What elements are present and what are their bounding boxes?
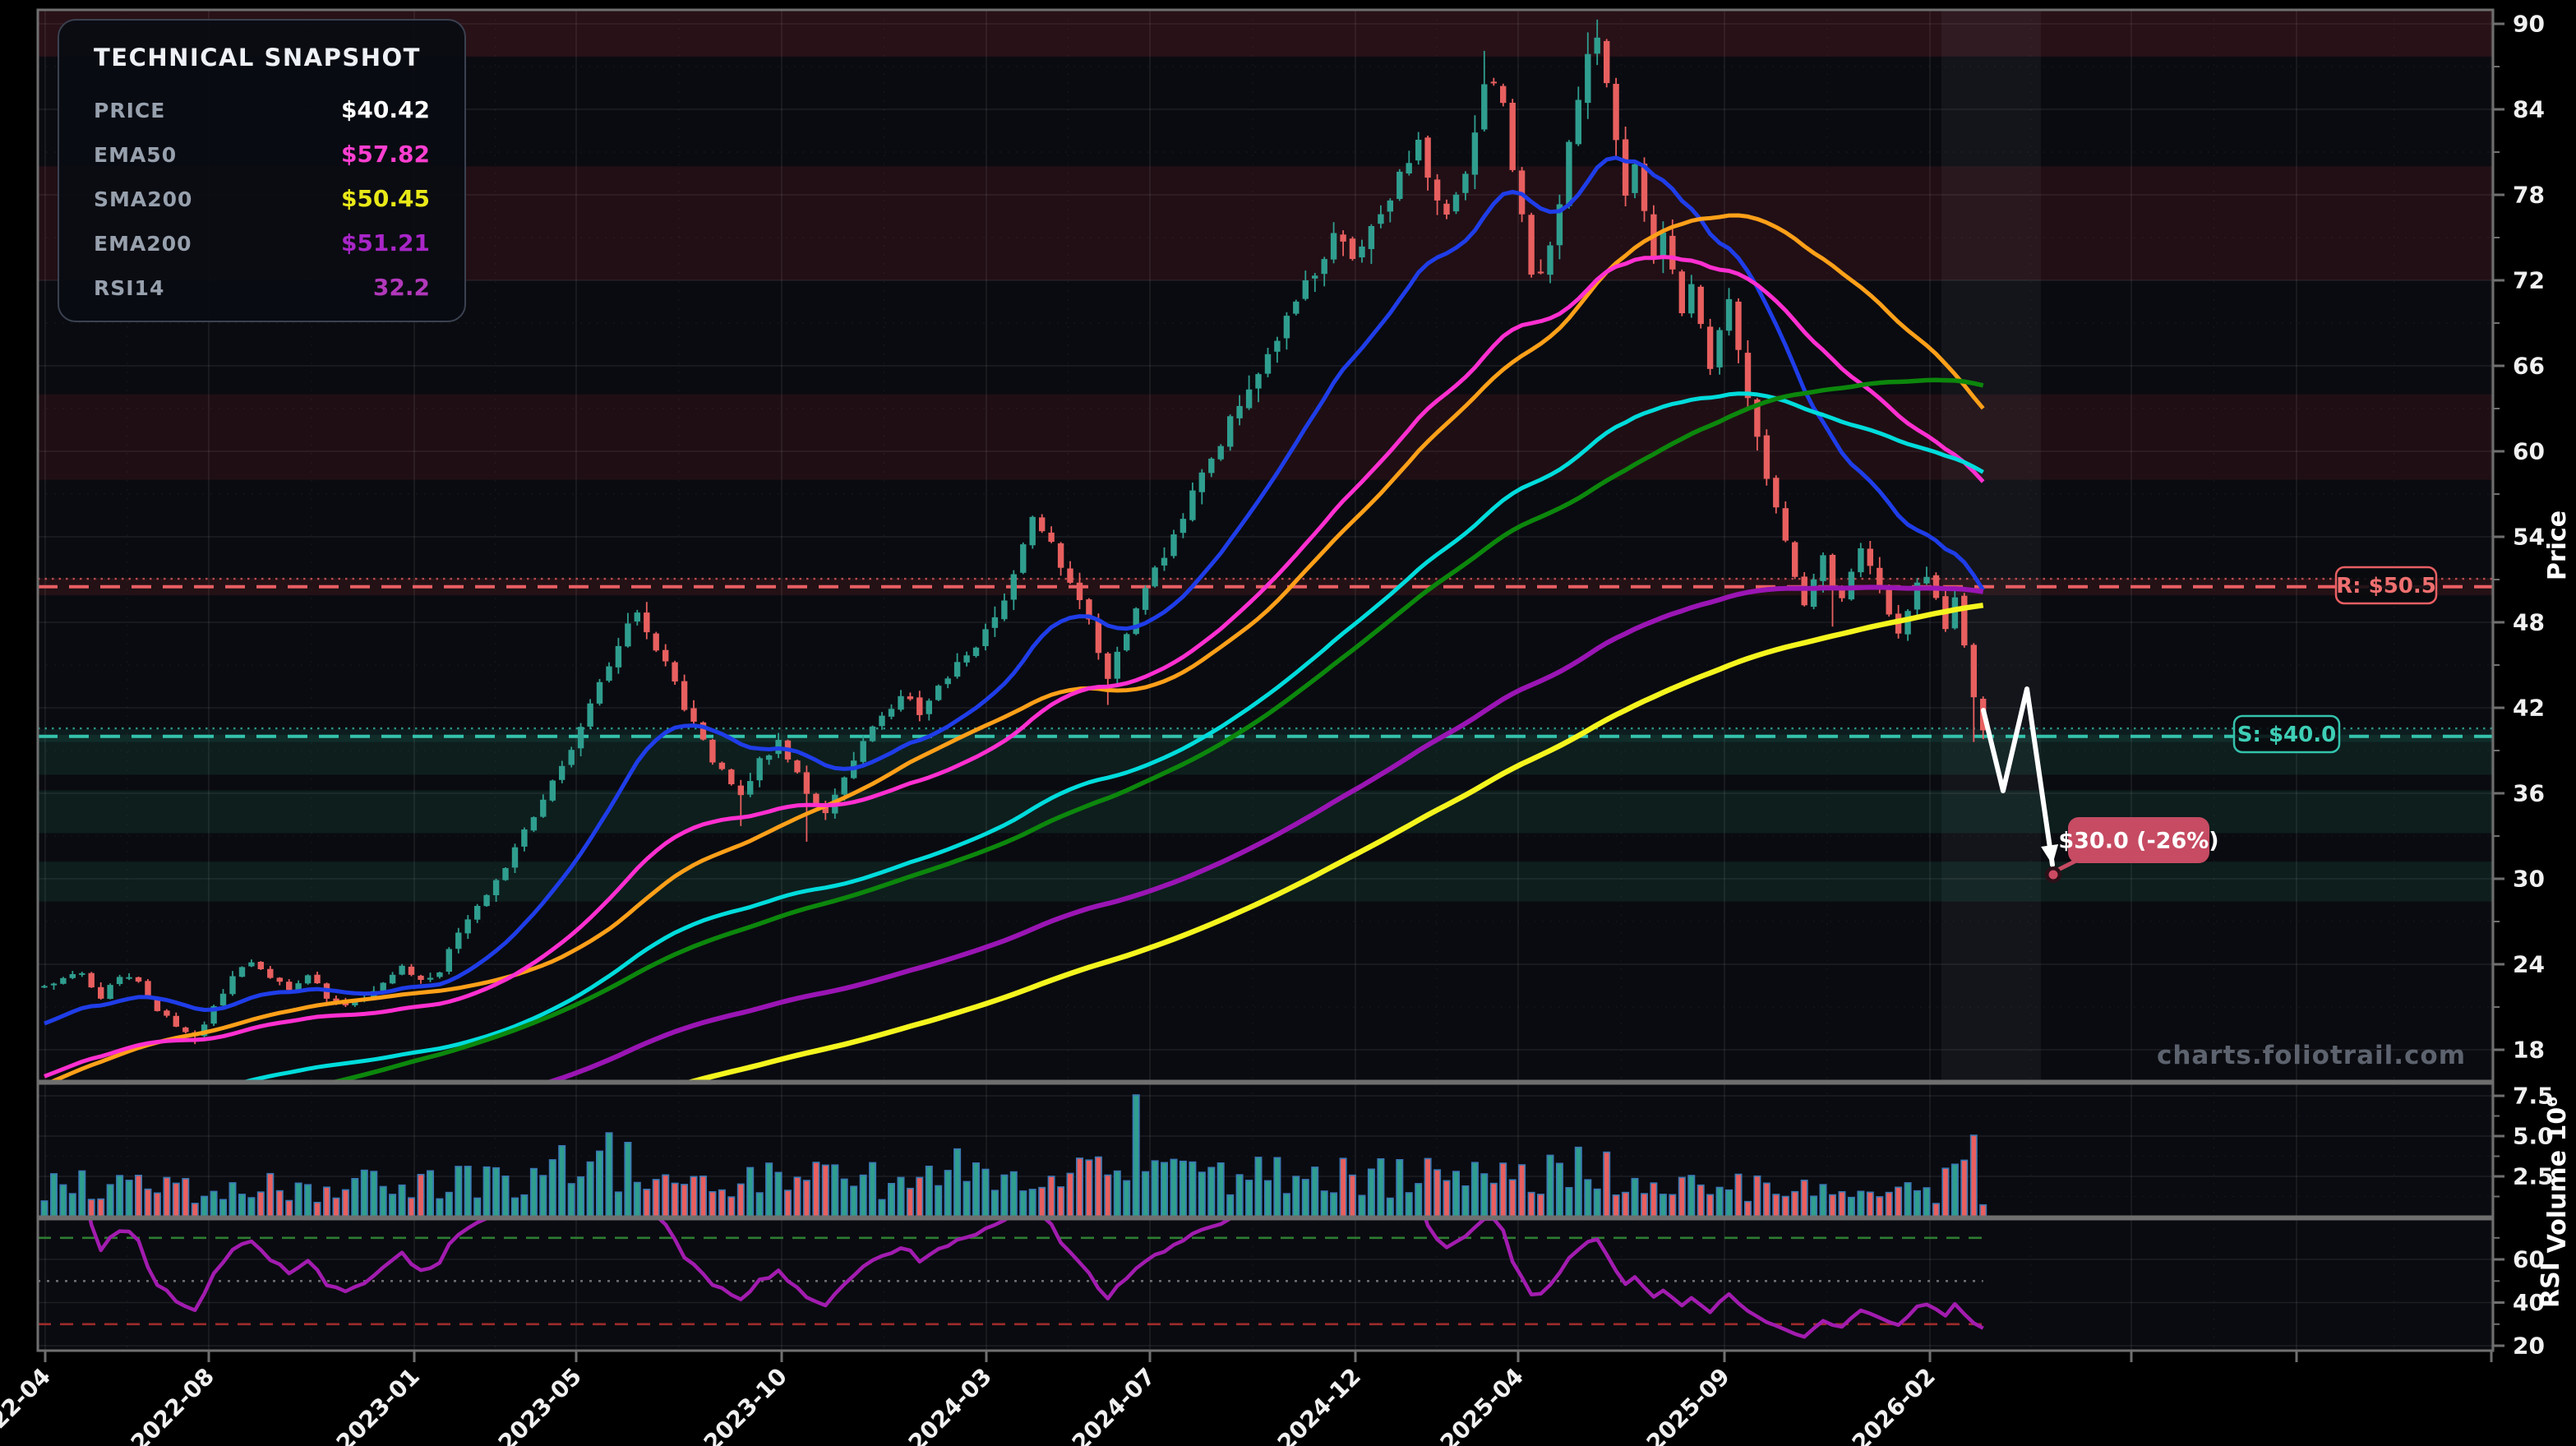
snapshot-row-rsi14: RSI14 32.2 [94, 274, 430, 318]
svg-text:2026-02: 2026-02 [1847, 1363, 1941, 1446]
svg-text:60: 60 [2513, 1246, 2545, 1273]
snapshot-row-ema50: EMA50 $57.82 [94, 141, 430, 185]
snapshot-label: RSI14 [94, 276, 165, 300]
snapshot-title: TECHNICAL SNAPSHOT [94, 44, 421, 72]
svg-text:40: 40 [2513, 1289, 2545, 1316]
svg-text:30: 30 [2513, 866, 2545, 893]
svg-text:36: 36 [2513, 780, 2545, 807]
svg-text:24: 24 [2513, 951, 2545, 978]
svg-text:78: 78 [2513, 182, 2545, 209]
svg-text:72: 72 [2513, 267, 2545, 294]
snapshot-row-price: PRICE $40.42 [94, 96, 430, 141]
svg-text:2024-07: 2024-07 [1067, 1363, 1161, 1446]
svg-text:2023-01: 2023-01 [331, 1363, 425, 1446]
svg-text:R: $50.5: R: $50.5 [2336, 574, 2436, 598]
svg-text:7.5: 7.5 [2513, 1083, 2554, 1110]
svg-text:42: 42 [2513, 695, 2545, 722]
snapshot-value: $40.42 [340, 96, 430, 123]
svg-text:20: 20 [2513, 1333, 2545, 1360]
snapshot-value: $50.45 [340, 185, 430, 212]
technical-snapshot-panel: TECHNICAL SNAPSHOT PRICE $40.42 EMA50 $5… [58, 19, 466, 322]
svg-text:60: 60 [2513, 438, 2545, 465]
svg-text:2023-10: 2023-10 [699, 1363, 792, 1446]
snapshot-row-ema200: EMA200 $51.21 [94, 229, 430, 274]
svg-text:2.5: 2.5 [2513, 1163, 2554, 1190]
svg-text:18: 18 [2513, 1037, 2545, 1064]
snapshot-label: SMA200 [94, 187, 193, 211]
snapshot-value: $51.21 [340, 229, 430, 256]
svg-text:90: 90 [2513, 11, 2545, 38]
svg-text:S: $40.0: S: $40.0 [2237, 723, 2336, 747]
svg-text:2025-04: 2025-04 [1435, 1363, 1529, 1446]
svg-text:2024-03: 2024-03 [903, 1363, 997, 1446]
snapshot-value: 32.2 [372, 274, 430, 301]
svg-text:2022-04: 2022-04 [0, 1363, 56, 1446]
snapshot-row-sma200: SMA200 $50.45 [94, 185, 430, 229]
svg-text:66: 66 [2513, 353, 2545, 380]
svg-text:Volume 10⁶: Volume 10⁶ [2543, 1097, 2572, 1254]
svg-text:RSI: RSI [2537, 1262, 2565, 1308]
svg-text:2023-05: 2023-05 [493, 1363, 587, 1446]
svg-text:84: 84 [2513, 96, 2545, 123]
svg-text:5.0: 5.0 [2513, 1123, 2554, 1150]
snapshot-label: PRICE [94, 99, 166, 122]
svg-text:2024-12: 2024-12 [1272, 1363, 1366, 1446]
svg-text:2025-09: 2025-09 [1641, 1363, 1735, 1446]
snapshot-label: EMA200 [94, 232, 192, 256]
svg-text:48: 48 [2513, 609, 2545, 636]
svg-text:2022-08: 2022-08 [126, 1363, 219, 1446]
svg-text:54: 54 [2513, 524, 2545, 551]
svg-text:$30.0 (-26%): $30.0 (-26%) [2058, 829, 2218, 854]
snapshot-label: EMA50 [94, 143, 178, 167]
svg-text:Price: Price [2543, 510, 2572, 580]
watermark: charts.foliotrail.com [2156, 1041, 2466, 1070]
snapshot-value: $57.82 [340, 141, 430, 168]
